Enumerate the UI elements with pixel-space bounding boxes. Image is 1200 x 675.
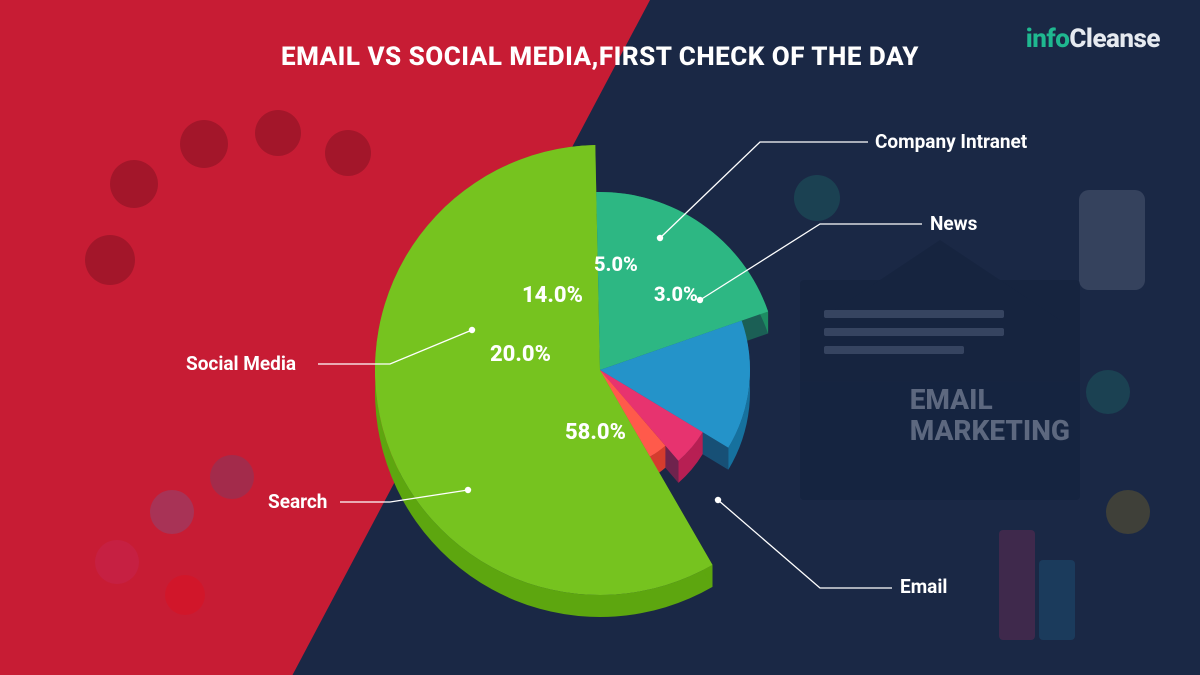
- decor-icon: [210, 455, 254, 499]
- decor-icon: [1106, 490, 1150, 534]
- decor-icon: [180, 120, 228, 168]
- label-email: Email: [900, 575, 947, 598]
- logo-part-1: info: [1026, 24, 1070, 54]
- value-company-intranet: 5.0%: [594, 252, 638, 276]
- decor-envelope-text: EMAIL MARKETING: [910, 385, 1070, 447]
- decor-icon: [1079, 190, 1145, 290]
- decor-text-line1: EMAIL: [910, 383, 993, 416]
- decor-icon: [255, 110, 301, 156]
- logo-part-2: Cleanse: [1069, 24, 1160, 54]
- value-email: 58.0%: [565, 420, 626, 445]
- decor-icon: [85, 235, 135, 285]
- polar-area-chart: [360, 130, 840, 610]
- decor-icon: [95, 540, 139, 584]
- decor-text-line2: MARKETING: [910, 414, 1070, 447]
- decor-icon: [110, 160, 158, 208]
- value-news: 3.0%: [654, 282, 698, 306]
- decor-icon: [150, 490, 194, 534]
- brand-logo: infoCleanse: [1026, 24, 1160, 54]
- value-social-media: 14.0%: [522, 283, 583, 308]
- decor-icon: [1086, 370, 1130, 414]
- decor-icon: [999, 530, 1035, 640]
- label-company-intranet: Company Intranet: [875, 130, 1027, 153]
- label-news: News: [930, 212, 977, 235]
- decor-icon: [1039, 560, 1075, 640]
- value-search: 20.0%: [490, 342, 551, 367]
- infographic-stage: EMAIL MARKETING infoCleanse EMAIL VS SOC…: [0, 0, 1200, 675]
- label-search: Search: [268, 490, 327, 513]
- chart-title: EMAIL VS SOCIAL MEDIA,FIRST CHECK OF THE…: [281, 42, 919, 72]
- decor-icon: [165, 575, 205, 615]
- label-social-media: Social Media: [186, 352, 296, 375]
